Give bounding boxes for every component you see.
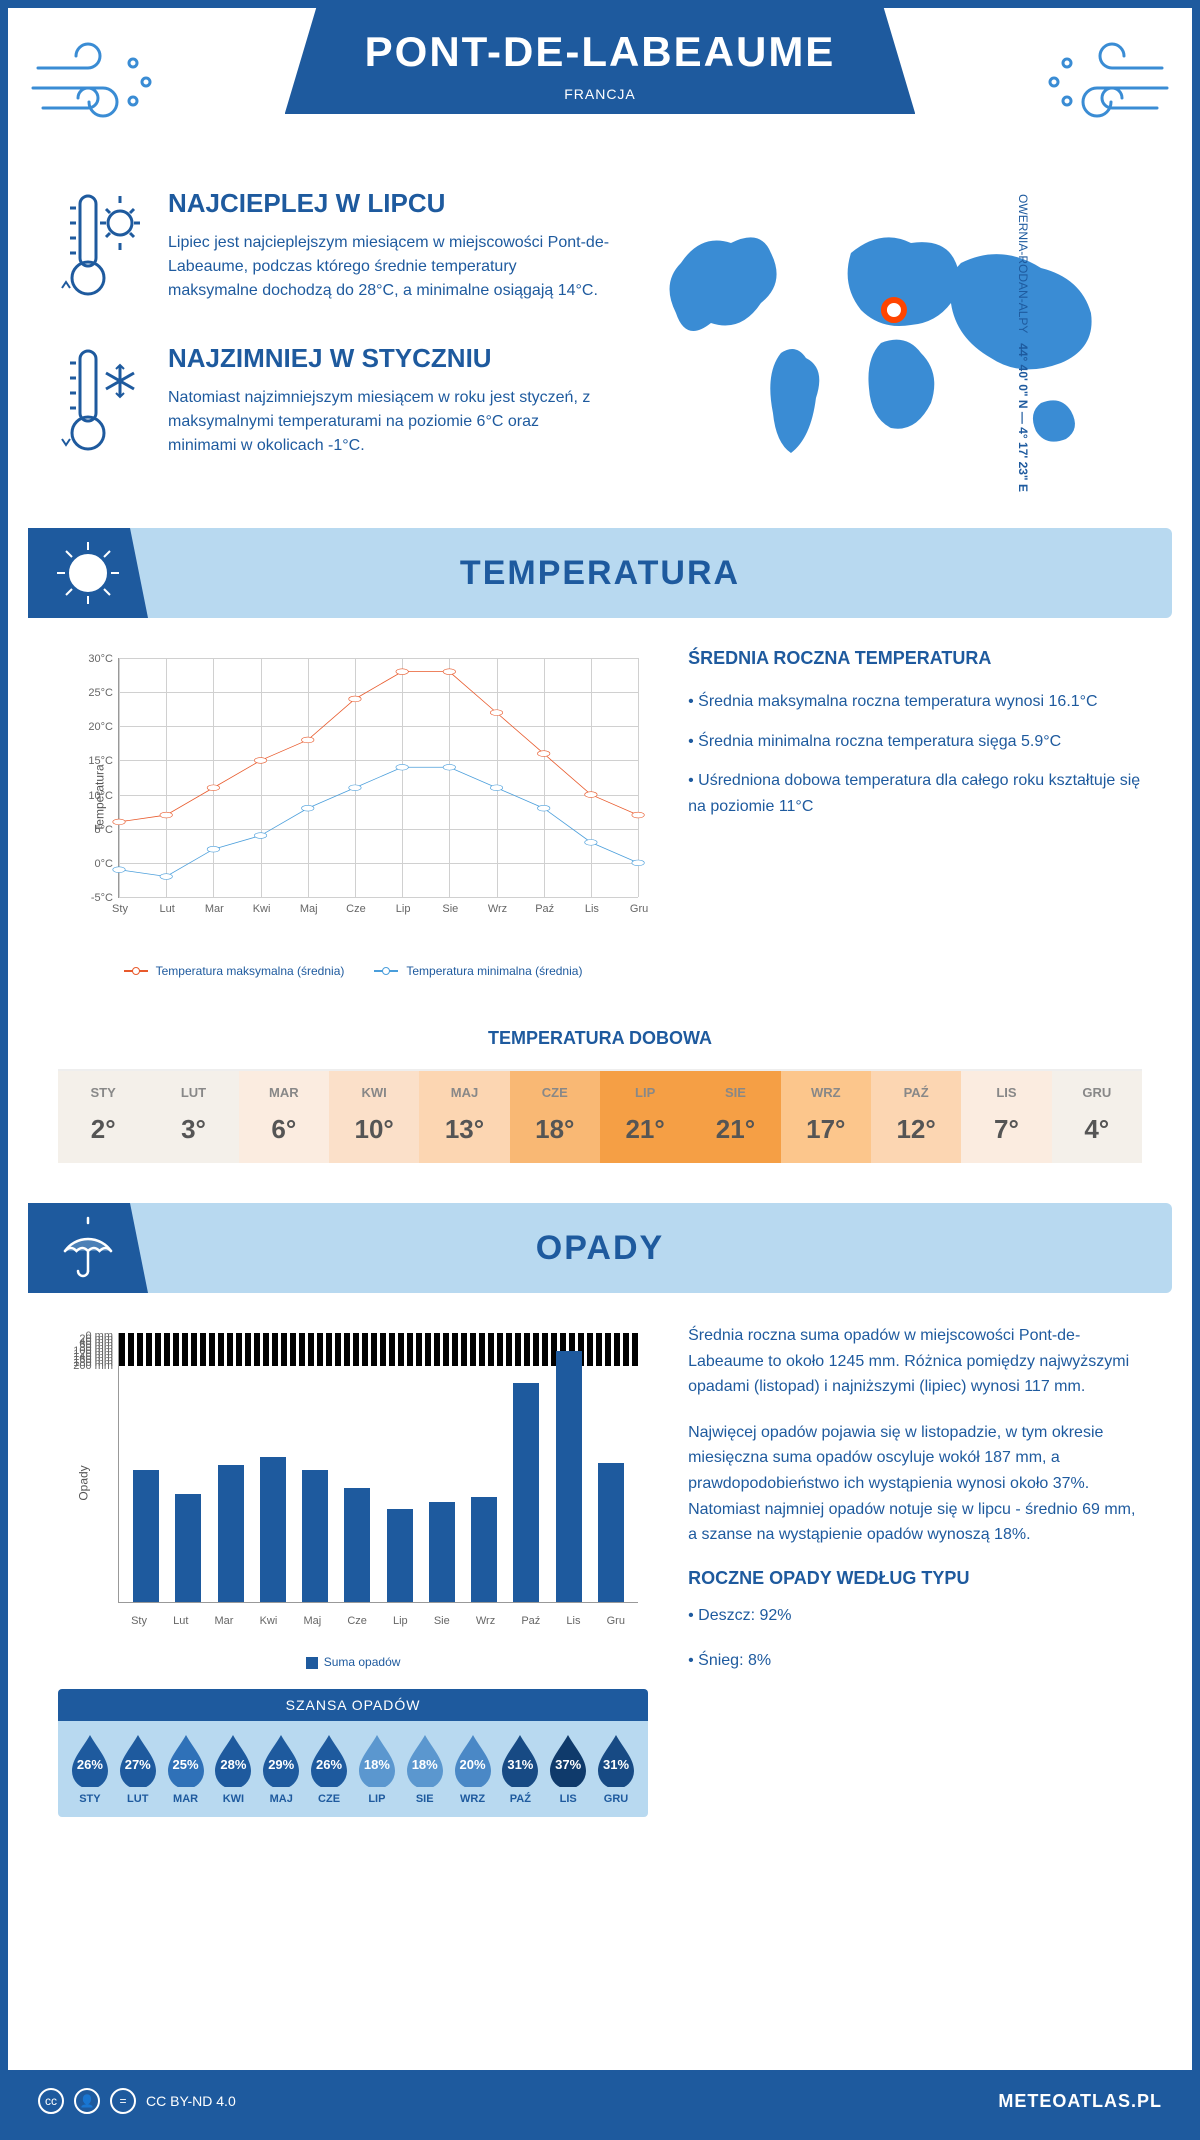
rain-drop: 31% PAŹ — [498, 1733, 542, 1805]
bar — [429, 1502, 455, 1602]
bar-legend: Suma opadów — [58, 1655, 648, 1669]
rain-drop: 31% GRU — [594, 1733, 638, 1805]
precipitation-info: Średnia roczna suma opadów w miejscowośc… — [688, 1323, 1142, 1817]
temp-cell: LIP21° — [600, 1071, 690, 1163]
wind-icon — [28, 38, 168, 138]
sun-icon — [28, 528, 148, 618]
nd-icon: = — [110, 2088, 136, 2114]
temperature-section: Temperatura -5°C0°C5°C10°C15°C20°C25°C30… — [8, 618, 1192, 1008]
temp-cell: GRU4° — [1052, 1071, 1142, 1163]
map-container: OWERNIA-RODAN-ALPY 44° 40' 0" N — 4° 17'… — [640, 188, 1142, 498]
rain-drop: 26% CZE — [307, 1733, 351, 1805]
section-header-temperature: TEMPERATURA — [28, 528, 1172, 618]
bar — [260, 1457, 286, 1602]
temp-cell: LUT3° — [148, 1071, 238, 1163]
header: PONT-DE-LABEAUME FRANCJA — [8, 8, 1192, 188]
umbrella-icon — [28, 1203, 148, 1293]
section-header-precipitation: OPADY — [28, 1203, 1172, 1293]
bar — [598, 1463, 624, 1602]
rain-chance-title: SZANSA OPADÓW — [58, 1689, 648, 1721]
fact-warm-title: NAJCIEPLEJ W LIPCU — [168, 188, 610, 219]
temp-cell: STY2° — [58, 1071, 148, 1163]
bar — [302, 1470, 328, 1602]
site-name: METEOATLAS.PL — [998, 2091, 1162, 2112]
fact-warm-text: Lipiec jest najcieplejszym miesiącem w m… — [168, 231, 610, 303]
bar — [513, 1383, 539, 1602]
page: PONT-DE-LABEAUME FRANCJA — [0, 0, 1200, 2140]
temp-cell: MAR6° — [239, 1071, 329, 1163]
temperature-chart: Temperatura -5°C0°C5°C10°C15°C20°C25°C30… — [58, 648, 648, 978]
temp-cell: KWI10° — [329, 1071, 419, 1163]
by-icon: 👤 — [74, 2088, 100, 2114]
bar — [471, 1497, 497, 1602]
fact-cold: NAJZIMNIEJ W STYCZNIU Natomiast najzimni… — [58, 343, 610, 468]
temp-cell: SIE21° — [690, 1071, 780, 1163]
rain-drop: 37% LIS — [546, 1733, 590, 1805]
rain-drop: 29% MAJ — [259, 1733, 303, 1805]
title-banner: PONT-DE-LABEAUME FRANCJA — [285, 8, 916, 114]
rain-chance-row: 26% STY 27% LUT 25% MAR 28% KWI 29% MAJ — [58, 1721, 648, 1817]
thermometer-hot-icon — [58, 188, 148, 313]
chart-legend: Temperatura maksymalna (średnia) Tempera… — [58, 964, 648, 978]
precipitation-chart: Opady 0 mm20 mm40 mm60 mm80 mm100 mm120 … — [58, 1323, 648, 1643]
intro-facts: NAJCIEPLEJ W LIPCU Lipiec jest najcieple… — [58, 188, 610, 498]
temp-cell: WRZ17° — [781, 1071, 871, 1163]
temp-cell: PAŹ12° — [871, 1071, 961, 1163]
rain-drop: 18% LIP — [355, 1733, 399, 1805]
section-title: OPADY — [536, 1229, 664, 1268]
rain-drop: 20% WRZ — [451, 1733, 495, 1805]
footer: cc 👤 = CC BY-ND 4.0 METEOATLAS.PL — [8, 2070, 1192, 2132]
section-title: TEMPERATURA — [460, 554, 740, 593]
precipitation-section: Opady 0 mm20 mm40 mm60 mm80 mm100 mm120 … — [8, 1293, 1192, 1847]
fact-warm: NAJCIEPLEJ W LIPCU Lipiec jest najcieple… — [58, 188, 610, 313]
city-title: PONT-DE-LABEAUME — [365, 28, 836, 76]
license-badge: cc 👤 = CC BY-ND 4.0 — [38, 2088, 236, 2114]
bar — [387, 1509, 413, 1602]
wind-icon — [1032, 38, 1172, 138]
fact-cold-text: Natomiast najzimniejszym miesiącem w rok… — [168, 386, 610, 458]
bar — [133, 1470, 159, 1602]
bar — [218, 1465, 244, 1602]
rain-drop: 26% STY — [68, 1733, 112, 1805]
bar — [175, 1494, 201, 1602]
country-label: FRANCJA — [365, 86, 836, 102]
world-map-icon — [640, 203, 1142, 483]
temp-cell: LIS7° — [961, 1071, 1051, 1163]
temperature-info: ŚREDNIA ROCZNA TEMPERATURA • Średnia mak… — [688, 648, 1142, 978]
coordinates-label: OWERNIA-RODAN-ALPY 44° 40' 0" N — 4° 17'… — [1016, 194, 1030, 492]
intro-section: NAJCIEPLEJ W LIPCU Lipiec jest najcieple… — [8, 188, 1192, 528]
rain-drop: 18% SIE — [403, 1733, 447, 1805]
temp-cell: MAJ13° — [419, 1071, 509, 1163]
rain-drop: 25% MAR — [164, 1733, 208, 1805]
daily-temperature-table: TEMPERATURA DOBOWA STY2°LUT3°MAR6°KWI10°… — [8, 1008, 1192, 1203]
cc-icon: cc — [38, 2088, 64, 2114]
bar — [556, 1351, 582, 1603]
bar — [344, 1488, 370, 1602]
rain-drop: 28% KWI — [211, 1733, 255, 1805]
rain-drop: 27% LUT — [116, 1733, 160, 1805]
temp-cell: CZE18° — [510, 1071, 600, 1163]
fact-cold-title: NAJZIMNIEJ W STYCZNIU — [168, 343, 610, 374]
thermometer-cold-icon — [58, 343, 148, 468]
